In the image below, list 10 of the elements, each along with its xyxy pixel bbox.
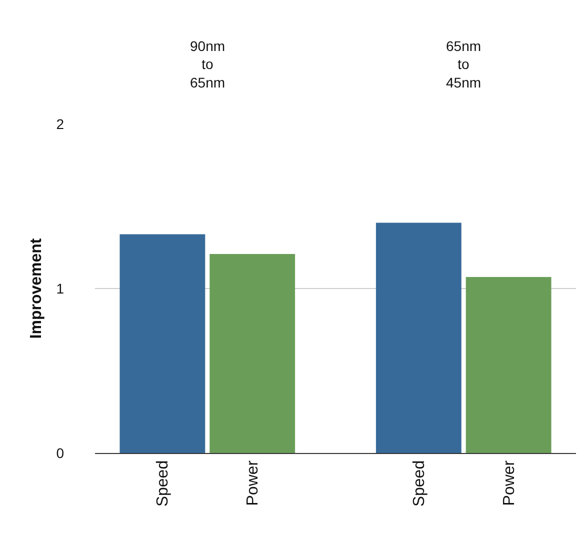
y-tick-label: 2 [56, 116, 64, 132]
x-tick-label: Power [244, 460, 262, 506]
x-tick-label: Power [500, 460, 518, 506]
y-tick-label: 0 [56, 444, 64, 461]
text: 65nm to 45nm [446, 38, 482, 90]
y-tick-label: 1 [56, 280, 64, 296]
x-tick-label: Speed [154, 460, 172, 507]
y-axis-title: Improvement [28, 238, 46, 339]
x-tick-label: Speed [410, 460, 428, 507]
text: 90nm to 65nm [190, 38, 226, 90]
